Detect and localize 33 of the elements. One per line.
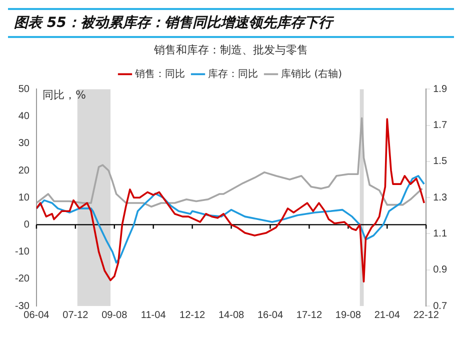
y-tick-label: -10 bbox=[15, 246, 30, 258]
chart-title: 图表 55：被动累库存：销售同比增速领先库存下行 bbox=[8, 8, 454, 38]
y2-tick-label: 0.7 bbox=[433, 300, 448, 312]
x-tick-label: 19-08 bbox=[335, 310, 362, 321]
y2-tick-label: 1.7 bbox=[433, 120, 448, 132]
y-tick-label: 40 bbox=[18, 111, 30, 122]
y2-tick-label: 1.9 bbox=[433, 84, 448, 95]
chart-subtitle: 销售和库存：制造、批发与零售 bbox=[153, 43, 308, 56]
y-axis-title: 同比，% bbox=[42, 88, 86, 102]
y-tick-label: -30 bbox=[15, 300, 30, 312]
y-tick-label: -20 bbox=[15, 274, 30, 285]
y2-tick-label: 1.1 bbox=[433, 228, 448, 240]
y-tick-label: 50 bbox=[18, 84, 30, 95]
x-tick-label: 22-12 bbox=[413, 310, 440, 321]
y-tick-label: 0 bbox=[24, 219, 30, 230]
y2-tick-label: 1.5 bbox=[433, 156, 448, 168]
legend-label: 库销比 (右轴) bbox=[281, 68, 342, 80]
y2-tick-label: 1.3 bbox=[433, 192, 448, 204]
x-tick-label: 16-04 bbox=[257, 310, 284, 321]
x-tick-label: 11-04 bbox=[140, 310, 166, 321]
x-tick-label: 07-12 bbox=[62, 310, 89, 321]
x-tick-label: 17-12 bbox=[296, 310, 322, 321]
y-tick-label: 20 bbox=[18, 165, 30, 176]
x-tick-label: 12-12 bbox=[180, 310, 206, 321]
x-tick-label: 09-08 bbox=[102, 310, 128, 321]
x-tick-label: 06-04 bbox=[24, 310, 50, 321]
legend-label: 销售：同比 bbox=[134, 68, 186, 80]
y-tick-label: 30 bbox=[18, 138, 30, 150]
legend-label: 库存：同比 bbox=[208, 68, 258, 80]
x-tick-label: 21-04 bbox=[374, 310, 400, 321]
y2-tick-label: 0.9 bbox=[433, 264, 448, 276]
x-tick-label: 14-08 bbox=[218, 310, 244, 321]
y-tick-label: 10 bbox=[18, 192, 30, 204]
